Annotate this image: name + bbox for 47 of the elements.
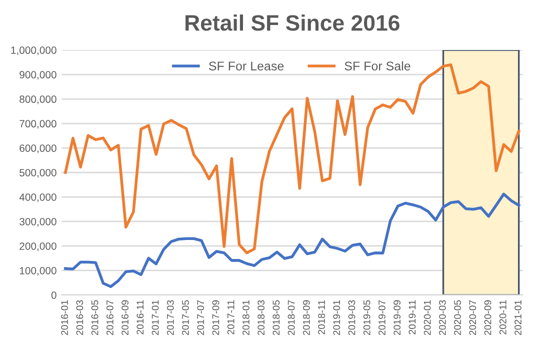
y-tick-label: 200,000 (20, 242, 56, 252)
x-tick-label: 2017-07 (197, 300, 204, 336)
legend-label: SF For Sale (344, 61, 410, 70)
x-tick-label: 2019-09 (394, 300, 401, 336)
line-series (64, 63, 520, 254)
x-tick-label: 2019-03 (348, 300, 356, 336)
x-tick-label: 2021-01 (514, 300, 522, 336)
x-tick-label: 2018-07 (288, 300, 295, 336)
y-tick-label: 900,000 (20, 71, 56, 80)
x-tick-label: 2018-03 (258, 300, 265, 336)
x-tick-label: 2020-09 (484, 300, 492, 336)
x-tick-label: 2018-01 (242, 300, 250, 336)
x-tick-label: 2019-07 (378, 300, 386, 336)
x-tick-label: 2017-01 (152, 300, 159, 336)
x-tick-label: 2016-09 (122, 300, 128, 336)
x-tick-label: 2019-05 (363, 300, 370, 336)
x-tick-label: 2017-05 (182, 300, 189, 336)
x-tick-label: 2017-11 (227, 300, 234, 334)
x-tick-label: 2016-11 (136, 300, 144, 334)
legend-label: SF For Lease (208, 62, 284, 70)
chart-title: Retail SF Since 2016 (186, 14, 400, 31)
x-tick-label: 2018-11 (318, 300, 325, 334)
y-tick-label: 800,000 (20, 96, 56, 104)
line-series (64, 192, 520, 288)
x-tick-label: 2020-03 (438, 300, 446, 336)
x-tick-label: 2016-07 (106, 300, 114, 336)
x-tick-label: 2020-07 (469, 300, 476, 336)
y-tick-label: 300,000 (20, 218, 56, 227)
y-tick-label: 400,000 (19, 193, 56, 202)
x-tick-label: 2018-05 (272, 300, 280, 336)
y-tick-label: 1,000,000 (11, 46, 56, 56)
y-tick-label: 500,000 (20, 169, 56, 178)
x-tick-label: 2016-05 (91, 300, 98, 336)
x-tick-label: 2016-03 (76, 300, 84, 336)
x-tick-label: 2017-09 (212, 300, 220, 336)
x-tick-label: 2020-01 (424, 300, 431, 336)
y-tick-label: 700,000 (20, 120, 56, 129)
x-tick-label: 2019-11 (408, 300, 416, 334)
y-tick-label: 600,000 (20, 144, 56, 154)
y-tick-label: 0 (51, 291, 56, 299)
x-tick-label: 2017-03 (166, 300, 174, 336)
y-tick-label: 100,000 (20, 266, 56, 276)
x-tick-label: 2020-05 (454, 300, 461, 336)
x-tick-label: 2016-01 (61, 300, 68, 336)
x-tick-label: 2019-01 (333, 300, 340, 336)
x-tick-label: 2020-11 (499, 300, 506, 334)
x-tick-label: 2018-09 (302, 300, 310, 336)
